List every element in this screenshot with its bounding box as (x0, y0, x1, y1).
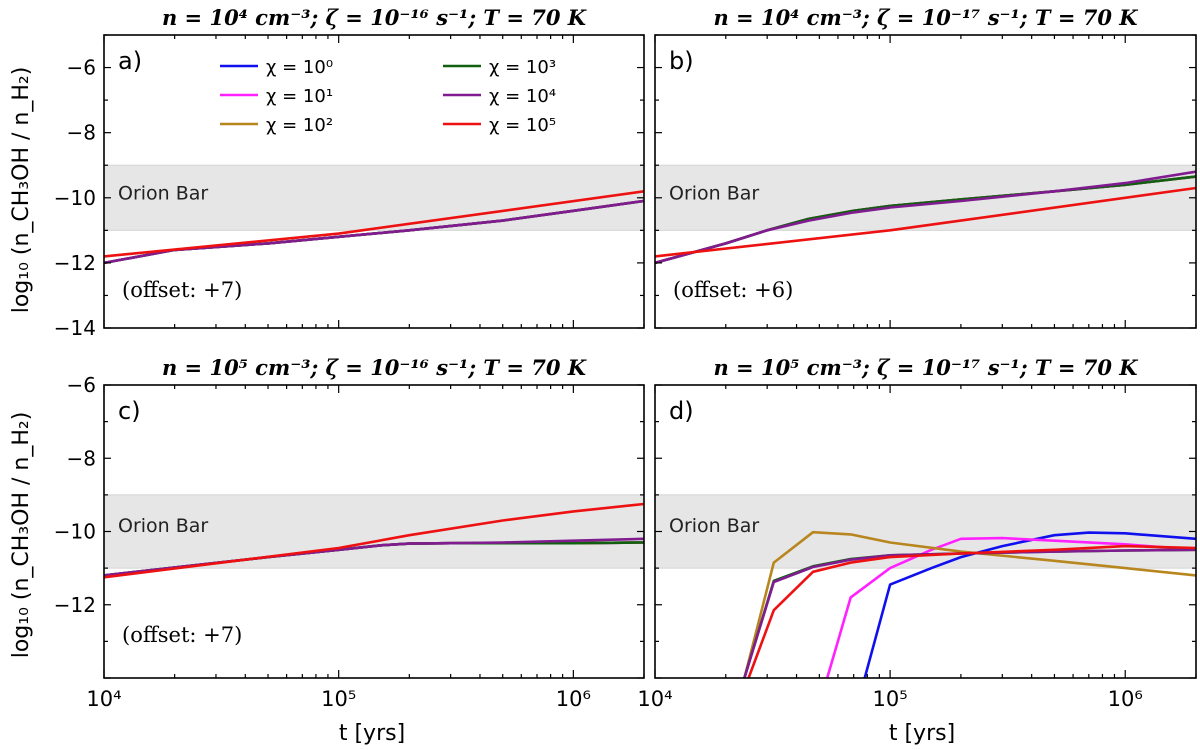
legend-label: χ = 10³ (489, 57, 556, 78)
y-axis-label-top: log₁₀ (n_CH₃OH / n_H₂) (9, 67, 34, 314)
panel-letter: b) (669, 47, 694, 75)
legend: χ = 10⁰ χ = 10³ χ = 10¹ χ = 10⁴ χ = 10² χ = 1… (220, 57, 556, 136)
series-line-chi-0 (863, 531, 1196, 678)
legend-item: χ = 10⁰ (220, 57, 333, 78)
series-line-chi-4 (743, 548, 1196, 678)
panel-title: n = 10⁴ cm⁻³; ζ = 10⁻¹⁷ s⁻¹; T = 70 K (713, 5, 1138, 30)
offset-label: (offset: +7) (122, 278, 242, 302)
legend-item: χ = 10⁵ (443, 115, 556, 136)
legend-label: χ = 10¹ (266, 86, 333, 107)
offset-label: (offset: +6) (673, 278, 793, 302)
legend-item: χ = 10¹ (220, 86, 333, 107)
panel-letter: c) (118, 397, 141, 425)
panels: Orion Bar −14 −12 −10 −8 −6 a) n = 10⁴ cm⁻³; ζ … (54, 5, 1197, 711)
legend-label: χ = 10² (266, 115, 333, 136)
series-line-chi-5 (655, 186, 1196, 258)
orion-bar-label: Orion Bar (669, 182, 759, 204)
x-tick-label: 10⁴ (86, 687, 121, 711)
series-line-chi-4 (655, 170, 1196, 265)
orion-bar-label: Orion Bar (669, 515, 759, 537)
series-line-chi-5 (104, 502, 644, 579)
y-tick-label: −12 (54, 593, 96, 617)
orion-bar-band (654, 164, 1197, 231)
y-tick-label: −14 (54, 316, 96, 340)
x-axis-label-right: t [yrs] (889, 721, 955, 746)
x-tick-label: 10⁴ (637, 687, 672, 711)
x-axis-label-left: t [yrs] (339, 721, 405, 746)
x-tick-label: 10⁵ (321, 687, 356, 711)
y-tick-label: −8 (67, 446, 96, 470)
y-axis-label-bottom: log₁₀ (n_CH₃OH / n_H₂) (9, 412, 34, 659)
y-tick-label: −8 (67, 121, 96, 145)
panel-d: Orion Bar 10⁴ 10⁵ 10⁶ d) n = 10⁵ cm⁻³; ζ = 10… (637, 355, 1197, 711)
y-tick-label: −12 (54, 251, 96, 275)
panel-a: Orion Bar −14 −12 −10 −8 −6 a) n = 10⁴ cm⁻³; ζ … (54, 5, 645, 340)
y-tick-label: −6 (67, 373, 96, 397)
series-line-chi-5 (747, 544, 1196, 678)
panel-title: n = 10⁴ cm⁻³; ζ = 10⁻¹⁶ s⁻¹; T = 70 K (162, 5, 587, 30)
y-tick-label: −10 (54, 186, 96, 210)
panel-letter: a) (118, 47, 142, 75)
legend-item: χ = 10² (220, 115, 333, 136)
x-tick-label: 10⁶ (556, 687, 591, 711)
panel-c: Orion Bar −12 −10 −8 −6 10⁴ 10⁵ 10⁶ c) n = 10⁵ cm… (54, 355, 645, 711)
orion-bar-label: Orion Bar (118, 182, 208, 204)
panel-title: n = 10⁵ cm⁻³; ζ = 10⁻¹⁶ s⁻¹; T = 70 K (162, 355, 587, 380)
panel-title: n = 10⁵ cm⁻³; ζ = 10⁻¹⁷ s⁻¹; T = 70 K (713, 355, 1138, 380)
axes-frame (654, 34, 1197, 329)
legend-label: χ = 10⁴ (489, 86, 556, 107)
panel-b: Orion Bar b) n = 10⁴ cm⁻³; ζ = 10⁻¹⁷ s⁻¹; … (654, 5, 1197, 329)
offset-label: (offset: +7) (122, 623, 242, 647)
axes-frame (103, 34, 645, 329)
orion-bar-band (103, 164, 645, 231)
series-line-chi-2 (743, 530, 1196, 678)
x-tick-label: 10⁵ (873, 687, 908, 711)
legend-label: χ = 10⁰ (266, 57, 333, 78)
orion-bar-band (103, 494, 645, 569)
legend-item: χ = 10⁴ (443, 86, 556, 107)
orion-bar-label: Orion Bar (118, 515, 208, 537)
series-line-chi-5 (104, 190, 644, 258)
y-tick-label: −6 (67, 56, 96, 80)
panel-letter: d) (669, 397, 694, 425)
x-tick-label: 10⁶ (1108, 687, 1143, 711)
legend-label: χ = 10⁵ (489, 115, 556, 136)
y-tick-label: −10 (54, 520, 96, 544)
series-line-chi-1 (825, 536, 1196, 678)
legend-item: χ = 10³ (443, 57, 556, 78)
